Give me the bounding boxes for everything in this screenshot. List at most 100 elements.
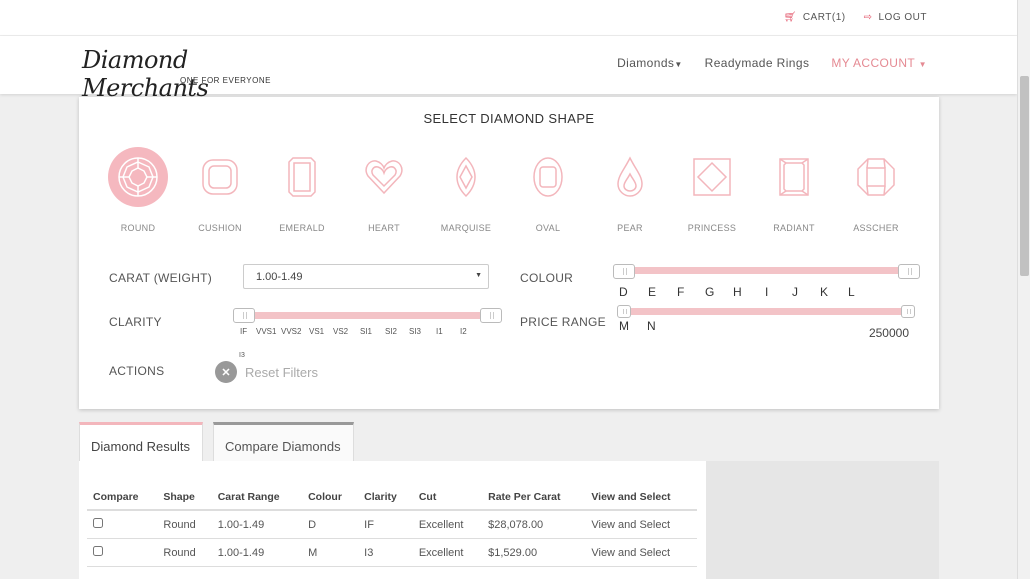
col-colour: Colour (302, 485, 359, 511)
price-slider-min-handle[interactable] (617, 305, 631, 318)
clarity-slider-track[interactable] (244, 312, 499, 319)
col-clarity: Clarity (358, 485, 413, 511)
page-scrollbar[interactable] (1017, 0, 1030, 579)
tab-diamond-results[interactable]: Diamond Results (79, 422, 203, 462)
colour-tick: H (733, 285, 742, 299)
shape-label: ASSCHER (853, 223, 899, 233)
shape-label: CUSHION (198, 223, 242, 233)
colour-tick: I (765, 285, 769, 299)
main-header: Diamond Merchants ONE FOR EVERYONE Diamo… (0, 36, 1017, 102)
shape-marquise[interactable]: MARQUISE (425, 147, 507, 233)
shape-label: OVAL (535, 223, 561, 233)
shape-selector: ROUND CUSHION EMERALD HEART MARQUISE (97, 147, 917, 233)
shape-cell: Round (157, 510, 212, 539)
colour-slider-track[interactable] (624, 267, 914, 274)
price-slider-max-handle[interactable] (901, 305, 915, 318)
clarity-label: CLARITY (109, 315, 162, 329)
colour-slider-max-handle[interactable] (898, 264, 920, 279)
cut-cell: Excellent (412, 538, 483, 567)
colour-tick: M (619, 319, 629, 333)
tab-compare-diamonds[interactable]: Compare Diamonds (213, 422, 354, 462)
asscher-diamond-icon (846, 147, 906, 207)
clarity-tick: VVS2 (281, 327, 302, 336)
price-range-label: PRICE RANGE (520, 315, 606, 329)
marquise-diamond-icon (436, 147, 496, 207)
logo[interactable]: Diamond Merchants ONE FOR EVERYONE (82, 46, 282, 102)
colour-tick: F (677, 285, 685, 299)
shape-label: RADIANT (773, 223, 815, 233)
nav-readymade-rings[interactable]: Readymade Rings (704, 56, 810, 70)
col-carat-range: Carat Range (211, 485, 303, 511)
reset-filters-label: Reset Filters (245, 364, 318, 380)
shape-princess[interactable]: PRINCESS (671, 147, 753, 233)
compare-checkbox[interactable] (93, 546, 103, 556)
clarity-tick: I3 (239, 352, 245, 359)
table-row: Round 1.00-1.49 M I3 Excellent $1,529.00… (87, 538, 697, 567)
reset-filters-button[interactable]: ✕ Reset Filters (215, 361, 318, 383)
clarity-tick: I2 (460, 327, 467, 336)
cart-link[interactable]: 🛒︎ CART(1) (784, 12, 846, 23)
clarity-tick: SI3 (409, 327, 422, 336)
colour-tick: D (619, 285, 628, 299)
shape-pear[interactable]: PEAR (589, 147, 671, 233)
clarity-cell: I3 (358, 538, 413, 567)
colour-slider-min-handle[interactable] (613, 264, 635, 279)
clarity-slider-max-handle[interactable] (480, 308, 502, 323)
col-shape: Shape (157, 485, 212, 511)
chevron-down-icon: ▼ (918, 60, 927, 69)
shape-round[interactable]: ROUND (97, 147, 179, 233)
clarity-tick: SI1 (360, 327, 373, 336)
nav-diamonds[interactable]: Diamonds▼ (617, 56, 683, 70)
colour-tick: N (647, 319, 656, 333)
shape-oval[interactable]: OVAL (507, 147, 589, 233)
nav-diamonds-label: Diamonds (617, 56, 675, 70)
nav-my-account[interactable]: MY ACCOUNT ▼ (831, 56, 927, 70)
logout-link[interactable]: ⇨ LOG OUT (864, 12, 927, 23)
colour-cell: D (302, 510, 359, 539)
clarity-cell: IF (358, 510, 413, 539)
colour-tick: L (848, 285, 855, 299)
top-bar: 🛒︎ CART(1) ⇨ LOG OUT (0, 0, 1017, 36)
shape-radiant[interactable]: RADIANT (753, 147, 835, 233)
colour-tick: E (648, 285, 657, 299)
shape-label: HEART (368, 223, 400, 233)
cushion-diamond-icon (190, 147, 250, 207)
colour-tick: G (705, 285, 715, 299)
chevron-down-icon: ▼ (674, 60, 683, 69)
view-select-link[interactable]: View and Select (585, 538, 697, 567)
clarity-slider-min-handle[interactable] (233, 308, 255, 323)
carat-select[interactable]: 1.00-1.49 ▼ (243, 264, 489, 289)
shape-label: PRINCESS (687, 223, 737, 233)
clarity-tick: VS1 (309, 327, 325, 336)
compare-checkbox[interactable] (93, 518, 103, 528)
shape-label: EMERALD (279, 223, 325, 233)
results-table: Compare Shape Carat Range Colour Clarity… (87, 485, 697, 567)
actions-label: ACTIONS (109, 364, 165, 378)
cart-label: CART(1) (802, 12, 846, 23)
pear-diamond-icon (600, 147, 660, 207)
side-panel (706, 461, 939, 579)
scrollbar-thumb[interactable] (1020, 76, 1029, 276)
clarity-tick: SI2 (385, 327, 398, 336)
rate-cell: $28,078.00 (482, 510, 586, 539)
rate-cell: $1,529.00 (482, 538, 586, 567)
col-compare: Compare (87, 485, 158, 511)
round-diamond-icon (108, 147, 168, 207)
princess-diamond-icon (682, 147, 742, 207)
shape-cushion[interactable]: CUSHION (179, 147, 261, 233)
shape-emerald[interactable]: EMERALD (261, 147, 343, 233)
logo-tagline: ONE FOR EVERYONE (180, 76, 271, 85)
shape-asscher[interactable]: ASSCHER (835, 147, 917, 233)
price-slider-track[interactable] (624, 308, 909, 315)
clarity-tick: VVS1 (256, 327, 277, 336)
shape-cell: Round (157, 538, 212, 567)
shape-label: PEAR (617, 223, 643, 233)
compare-cell (87, 510, 158, 539)
view-select-link[interactable]: View and Select (585, 510, 697, 539)
col-cut: Cut (412, 485, 483, 511)
carat-label: CARAT (WEIGHT) (109, 271, 213, 285)
close-icon: ✕ (215, 361, 237, 383)
heart-diamond-icon (354, 147, 414, 207)
shape-heart[interactable]: HEART (343, 147, 425, 233)
emerald-diamond-icon (272, 147, 332, 207)
